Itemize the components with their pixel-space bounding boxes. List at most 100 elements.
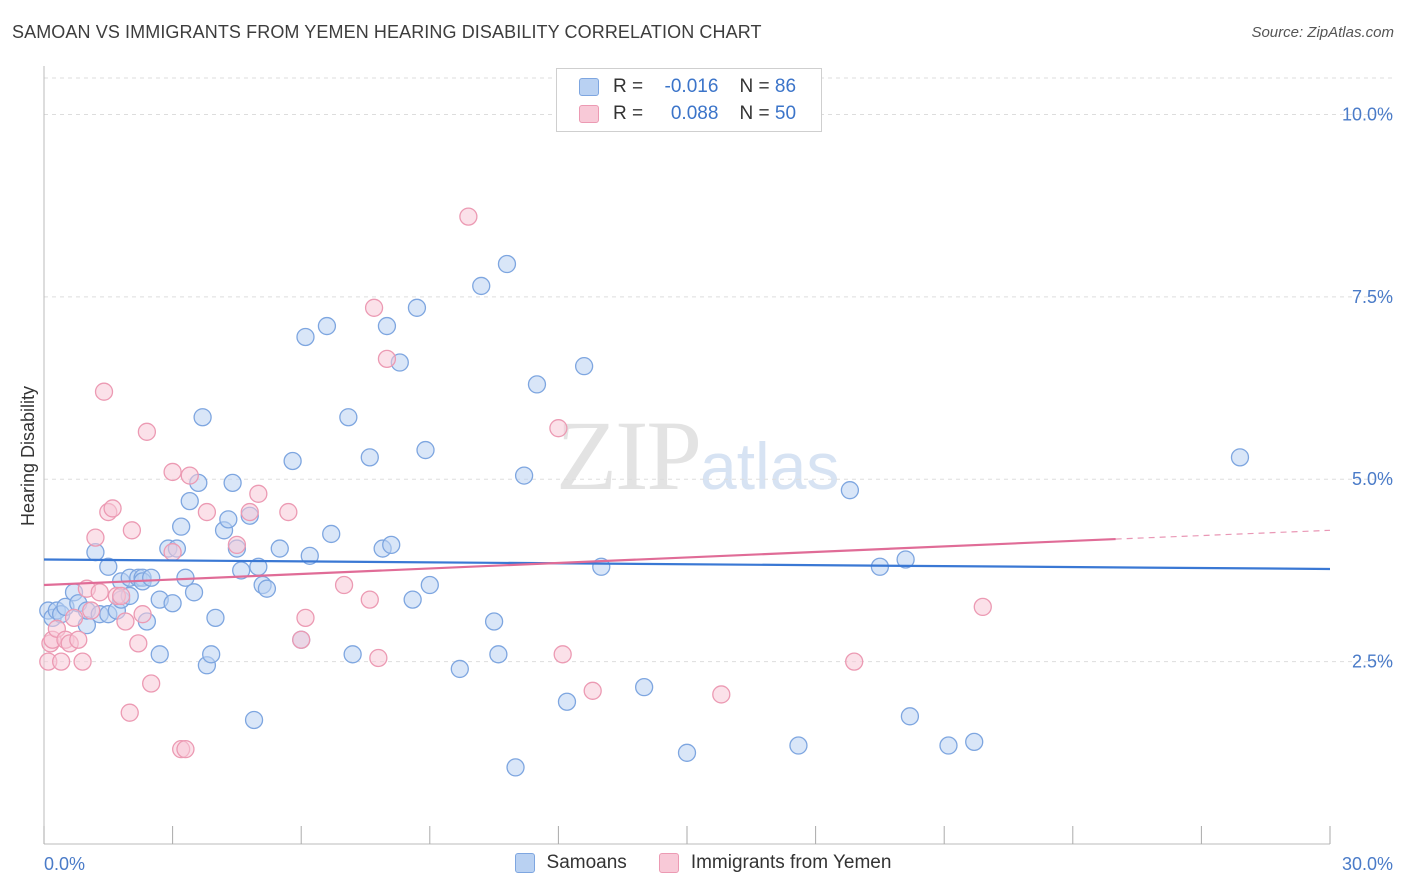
y-axis-label: Hearing Disability bbox=[18, 386, 38, 526]
yemen-point bbox=[163, 543, 182, 562]
watermark-atlas: atlas bbox=[700, 429, 840, 503]
yemen-point bbox=[73, 652, 92, 671]
yemen-point bbox=[180, 466, 199, 485]
legend-n-label: N = bbox=[739, 103, 770, 124]
yemen-point bbox=[973, 597, 992, 617]
trend-lines bbox=[43, 529, 1331, 587]
legend-n-label: N = bbox=[739, 76, 770, 97]
yemen-point bbox=[112, 586, 131, 606]
samoan-point bbox=[420, 575, 439, 595]
samoan-point bbox=[300, 546, 319, 565]
yemen-point bbox=[360, 590, 379, 609]
samoan-point bbox=[223, 473, 242, 493]
y-tick-labels: 2.5% 5.0% 7.5% 10.0% bbox=[1342, 104, 1393, 671]
samoan-point bbox=[244, 710, 264, 730]
yemen-point bbox=[712, 685, 731, 704]
legend-swatch-samoans bbox=[579, 78, 599, 96]
yemen-trend-line bbox=[43, 537, 1116, 587]
yemen-point bbox=[51, 652, 71, 671]
samoan-point bbox=[180, 491, 199, 511]
axes bbox=[43, 66, 1331, 845]
samoan-point bbox=[296, 327, 315, 347]
stats-legend: R = -0.016 N = 86 R = 0.088 N = 50 bbox=[556, 68, 822, 132]
samoan-point bbox=[472, 276, 491, 296]
yemen-point bbox=[227, 535, 247, 555]
samoan-point bbox=[965, 732, 984, 752]
yemen-point bbox=[553, 645, 572, 664]
yemen-point bbox=[129, 634, 148, 653]
samoan-point bbox=[322, 524, 341, 544]
samoan-point bbox=[343, 645, 362, 664]
legend-swatch-yemen bbox=[579, 105, 599, 123]
yemen-point bbox=[459, 207, 478, 226]
legend-r-value: -0.016 bbox=[664, 76, 719, 97]
yemen-point bbox=[279, 502, 298, 522]
samoan-point bbox=[900, 707, 920, 726]
yemen-point bbox=[364, 298, 384, 317]
samoan-point bbox=[339, 408, 358, 427]
yemen-point bbox=[197, 502, 217, 522]
samoan-point bbox=[283, 451, 302, 471]
yemen-point bbox=[163, 462, 182, 482]
yemen-point bbox=[377, 349, 397, 369]
samoan-point bbox=[219, 510, 238, 529]
legend-swatch-yemen bbox=[658, 853, 679, 873]
samoan-point bbox=[557, 692, 577, 711]
y-tick-label: 7.5% bbox=[1352, 287, 1393, 307]
yemen-point bbox=[64, 608, 84, 627]
yemen-point bbox=[116, 612, 135, 631]
samoan-point bbox=[514, 466, 534, 485]
samoan-point bbox=[574, 357, 594, 376]
yemen-point bbox=[69, 630, 88, 649]
samoan-point bbox=[489, 645, 508, 664]
y-tick-label: 5.0% bbox=[1352, 469, 1393, 489]
legend-label-yemen: Immigrants from Yemen bbox=[690, 852, 892, 873]
x-tick-label-max: 30.0% bbox=[1342, 854, 1393, 874]
samoan-point bbox=[202, 645, 221, 664]
yemen-point bbox=[334, 575, 354, 595]
samoan-point bbox=[317, 316, 337, 336]
samoan-point bbox=[677, 743, 697, 762]
yemen-point bbox=[90, 583, 109, 602]
series-points bbox=[39, 207, 1250, 777]
yemen-point bbox=[82, 601, 101, 620]
samoan-point bbox=[382, 535, 401, 555]
legend-row-yemen: R = 0.088 N = 50 bbox=[579, 103, 796, 125]
legend-swatch-samoans bbox=[514, 853, 535, 873]
yemen-point bbox=[94, 382, 114, 401]
yemen-point bbox=[103, 499, 122, 518]
watermark-zip: ZIP bbox=[556, 400, 702, 511]
yemen-point bbox=[122, 521, 142, 540]
samoan-point bbox=[484, 612, 504, 631]
samoan-point bbox=[257, 579, 277, 598]
samoan-point bbox=[270, 539, 289, 558]
series-legend: Samoans Immigrants from Yemen bbox=[0, 852, 1406, 874]
yemen-point bbox=[137, 422, 157, 441]
yemen-point bbox=[176, 740, 195, 759]
source-credit: Source: ZipAtlas.com bbox=[1251, 24, 1394, 41]
watermark: ZIPatlas bbox=[556, 398, 839, 513]
samoan-point bbox=[184, 583, 204, 602]
yemen-point bbox=[120, 703, 139, 722]
samoan-point bbox=[840, 481, 860, 500]
samoan-point bbox=[896, 550, 915, 569]
samoan-point bbox=[497, 254, 517, 274]
samoan-point bbox=[450, 659, 469, 679]
samoan-point bbox=[99, 557, 118, 576]
yemen-trend-extension bbox=[1115, 529, 1331, 540]
legend-n-value: 86 bbox=[774, 76, 797, 97]
samoan-point bbox=[527, 375, 547, 394]
samoan-point bbox=[789, 736, 808, 755]
samoan-point bbox=[634, 678, 654, 697]
legend-r-value: 0.088 bbox=[670, 103, 719, 124]
yemen-point bbox=[133, 605, 152, 624]
yemen-point bbox=[142, 674, 161, 693]
samoan-point bbox=[407, 298, 427, 317]
yemen-point bbox=[549, 419, 568, 438]
samoan-trend-line bbox=[43, 558, 1331, 571]
legend-n-value: 50 bbox=[774, 103, 797, 124]
samoan-point bbox=[403, 590, 422, 609]
yemen-point bbox=[296, 608, 315, 627]
y-tick-label: 10.0% bbox=[1342, 104, 1393, 124]
